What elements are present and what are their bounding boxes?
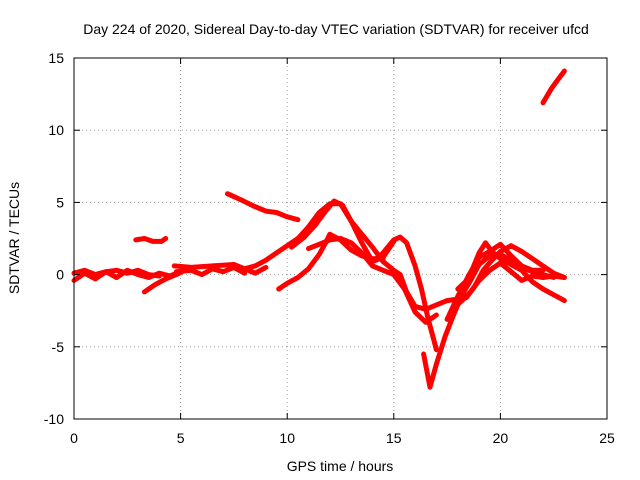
plot-frame xyxy=(73,57,608,420)
series-line-seg-5-8h-b xyxy=(173,264,248,278)
series-line-seg-recovery-4 xyxy=(451,260,567,311)
x-tick-label: 10 xyxy=(279,430,295,446)
y-tick-label: -10 xyxy=(44,411,64,427)
series-line-seg-early-mid xyxy=(71,267,162,279)
y-tick-label: 5 xyxy=(56,194,64,210)
x-axis-label: GPS time / hours xyxy=(287,458,394,474)
x-tick-label: 20 xyxy=(493,430,509,446)
y-axis-ticks: -10 -5 0 5 10 15 xyxy=(44,50,607,427)
y-tick-label: 15 xyxy=(48,50,64,66)
series-line-seg-recovery-2 xyxy=(455,240,567,304)
series-line-seg-peak-15 xyxy=(370,234,439,353)
x-axis-ticks: 0 5 10 15 20 25 xyxy=(70,58,615,446)
series-line-seg-5-9h xyxy=(171,262,269,276)
series-line-seg-3h xyxy=(133,236,169,244)
y-tick-label: -5 xyxy=(52,339,65,355)
series-line-seg-early-low xyxy=(71,267,184,283)
y-axis-label: SDTVAR / TECUs xyxy=(6,182,22,294)
series-layer xyxy=(71,68,567,390)
y-tick-label: 10 xyxy=(48,122,64,138)
x-tick-label: 25 xyxy=(599,430,615,446)
series-line-seg-recovery-3 xyxy=(463,243,567,301)
y-tick-label: 0 xyxy=(56,267,64,283)
chart-title: Day 224 of 2020, Sidereal Day-to-day VTE… xyxy=(83,21,589,37)
series-line-seg-late xyxy=(540,68,567,106)
series-line-seg-7-10h xyxy=(225,191,301,223)
series-line-seg-rise-3 xyxy=(306,236,439,325)
x-tick-label: 0 xyxy=(70,430,78,446)
x-tick-label: 5 xyxy=(177,430,185,446)
x-tick-label: 15 xyxy=(386,430,402,446)
